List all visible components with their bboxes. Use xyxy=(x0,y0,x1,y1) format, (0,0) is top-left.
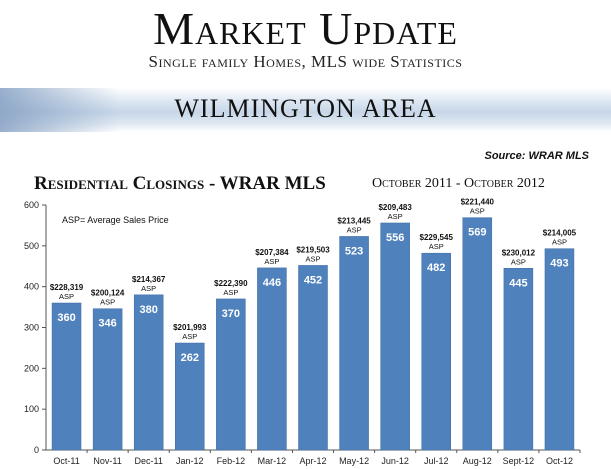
chart-period: October 2011 - October 2012 xyxy=(372,176,545,191)
asp-price-label: $207,384 xyxy=(255,248,289,257)
bar xyxy=(257,267,287,451)
asp-price-label: $200,124 xyxy=(91,289,125,298)
bar-value-label: 556 xyxy=(386,232,404,244)
bar xyxy=(216,298,246,451)
bar xyxy=(298,265,328,451)
asp-suffix-label: ASP xyxy=(59,292,74,301)
asp-suffix-label: ASP xyxy=(100,298,115,307)
bar xyxy=(339,236,369,451)
banner-edge xyxy=(0,88,120,132)
x-tick-label: Aug-12 xyxy=(463,456,492,466)
asp-suffix-label: ASP xyxy=(552,238,567,247)
bar-value-label: 380 xyxy=(140,304,158,316)
bar-value-label: 446 xyxy=(263,277,281,289)
x-tick-label: May-12 xyxy=(339,456,369,466)
x-tick-label: Jul-12 xyxy=(424,456,449,466)
asp-suffix-label: ASP xyxy=(182,332,197,341)
x-tick-label: Jun-12 xyxy=(381,456,409,466)
bar xyxy=(380,222,410,451)
x-tick-label: Mar-12 xyxy=(258,456,287,466)
x-tick-label: Apr-12 xyxy=(299,456,326,466)
y-tick-label: 100 xyxy=(24,404,39,414)
y-tick-label: 0 xyxy=(34,445,39,455)
asp-price-label: $222,390 xyxy=(214,279,248,288)
asp-suffix-label: ASP xyxy=(223,288,238,297)
x-tick-label: Feb-12 xyxy=(217,456,246,466)
asp-price-label: $209,483 xyxy=(378,203,412,212)
bar xyxy=(92,308,123,451)
area-banner xyxy=(0,88,611,132)
asp-price-label: $213,445 xyxy=(337,216,371,225)
source-label: Source: WRAR MLS xyxy=(484,150,590,162)
x-tick-label: Oct-12 xyxy=(546,456,573,466)
asp-suffix-label: ASP xyxy=(141,284,156,293)
x-tick-label: Nov-11 xyxy=(93,456,121,466)
bar-value-label: 452 xyxy=(304,274,322,286)
asp-price-label: $229,545 xyxy=(420,233,454,242)
y-tick-label: 200 xyxy=(24,363,39,373)
x-tick-label: Oct-11 xyxy=(53,456,79,466)
asp-price-label: $214,005 xyxy=(543,229,577,238)
asp-suffix-label: ASP xyxy=(305,254,320,263)
asp-suffix-label: ASP xyxy=(264,257,279,266)
x-tick-label: Dec-11 xyxy=(135,456,163,466)
bar xyxy=(133,294,164,451)
bar-value-label: 482 xyxy=(427,262,445,274)
asp-price-label: $214,367 xyxy=(132,275,166,284)
bar-value-label: 262 xyxy=(181,352,199,364)
bar-value-label: 445 xyxy=(509,277,527,289)
bar-value-label: 370 xyxy=(222,308,240,320)
asp-suffix-label: ASP xyxy=(511,257,526,266)
x-tick-label: Sept-12 xyxy=(503,456,535,466)
y-tick-label: 600 xyxy=(24,200,39,210)
bar-value-label: 523 xyxy=(345,245,363,257)
asp-suffix-label: ASP xyxy=(347,225,362,234)
asp-price-label: $219,503 xyxy=(296,245,330,254)
chart-title: Residential Closings - WRAR MLS xyxy=(34,173,326,194)
asp-price-label: $228,319 xyxy=(50,283,84,292)
asp-suffix-label: ASP xyxy=(429,242,444,251)
bar xyxy=(544,248,575,451)
y-tick-label: 400 xyxy=(24,282,39,292)
asp-annotation: ASP= Average Sales Price xyxy=(62,215,169,225)
bar-value-label: 346 xyxy=(98,318,116,330)
asp-suffix-label: ASP xyxy=(470,207,485,216)
bar xyxy=(421,252,451,451)
bar-value-label: 360 xyxy=(57,312,75,324)
bar-value-label: 569 xyxy=(468,227,486,239)
bar xyxy=(462,217,493,451)
x-tick-label: Jan-12 xyxy=(176,456,204,466)
asp-price-label: $230,012 xyxy=(502,248,536,257)
asp-price-label: $201,993 xyxy=(173,323,207,332)
y-tick-label: 500 xyxy=(24,241,39,251)
bar xyxy=(175,342,205,451)
page-title: Market Update xyxy=(153,3,458,54)
bar-value-label: 493 xyxy=(550,258,568,270)
page-subtitle: Single family Homes, MLS wide Statistics xyxy=(148,52,463,71)
bar xyxy=(51,302,82,451)
area-title: WILMINGTON AREA xyxy=(174,94,437,123)
asp-price-label: $221,440 xyxy=(461,198,495,207)
y-tick-label: 300 xyxy=(24,323,39,333)
asp-suffix-label: ASP xyxy=(388,212,403,221)
bar xyxy=(503,268,534,451)
